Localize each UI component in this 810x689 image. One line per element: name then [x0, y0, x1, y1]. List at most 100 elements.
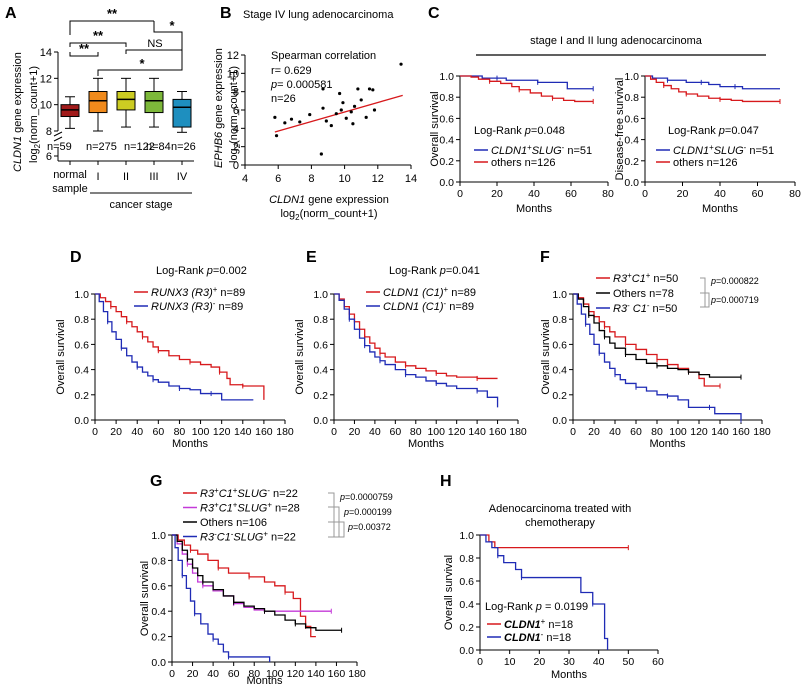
scatter-point: [399, 62, 403, 66]
x-tick-label: 0: [477, 656, 483, 668]
n-label: n=84: [146, 141, 171, 153]
panel-label-B: B: [220, 5, 232, 22]
km-curve-0: [95, 293, 265, 400]
y-tick-label: 0.4: [74, 365, 89, 377]
chart-title: stage I and II lung adenocarcinoma: [530, 35, 703, 47]
x-tick-label: 80: [410, 426, 422, 438]
scatter-point: [289, 117, 294, 121]
scatter-point: [359, 98, 363, 102]
chart-title-2: chemotherapy: [525, 517, 595, 529]
x-tick-label: 80: [602, 188, 614, 200]
x-tick-label: 100: [669, 426, 687, 438]
km-curve-0: [480, 534, 629, 549]
y-tick-label: 0.8: [624, 92, 639, 104]
sig-bracket: [97, 50, 183, 76]
x-axis-label: Months: [649, 438, 686, 450]
x-axis-label: Months: [408, 438, 445, 450]
y-tick-label: 0.8: [552, 314, 567, 326]
scatter-point: [351, 122, 355, 126]
x-tick-label: 140: [711, 426, 729, 438]
logrank-label: Log-Rank p=0.002: [156, 265, 247, 277]
x-tick-label: 160: [328, 668, 346, 680]
x-tick-label: 180: [276, 426, 294, 438]
y-tick-label: 0: [233, 160, 239, 172]
x-tick-label: 20: [677, 188, 689, 200]
scatter-point: [298, 120, 302, 124]
y-tick-label: 0.4: [151, 606, 166, 618]
trend-line: [274, 94, 403, 133]
scatter-point: [273, 115, 277, 119]
y-tick-label: 0.6: [151, 581, 166, 593]
x-tick-label: 60: [152, 426, 164, 438]
x-tick-label: 40: [714, 188, 726, 200]
legend-entry: Others n=78: [613, 288, 674, 300]
y-tick-label: 0.8: [151, 555, 166, 567]
x-tick-label: 50: [622, 656, 634, 668]
scatter-point: [308, 112, 312, 117]
x-tick-label: 60: [228, 668, 240, 680]
legend-entry: CLDN1 (C1)+ n=89: [383, 285, 476, 299]
pvalue-bracket: [328, 492, 335, 538]
x-tick-label: 20: [588, 426, 600, 438]
x-tick-label: 80: [789, 188, 801, 200]
logrank-label: Log-Rank p = 0.0199: [485, 601, 588, 613]
scatter-point: [372, 108, 377, 112]
stat-p: p= 0.000581: [270, 79, 333, 91]
km-curve-1: [95, 293, 254, 401]
x-tick-label: 40: [207, 668, 219, 680]
scatter-point: [321, 87, 325, 91]
y-tick-label: 0.2: [74, 390, 89, 402]
sig-bracket: [69, 42, 127, 47]
y-tick-label: 0.4: [313, 365, 328, 377]
x-tick-label: 0: [570, 426, 576, 438]
y-tick-label: 14: [40, 47, 52, 59]
legend-entry: others n=126: [673, 157, 738, 169]
pvalue-label: p=0.000822: [710, 276, 759, 286]
scatter-point: [341, 101, 345, 105]
y-tick-label: 0.6: [313, 339, 328, 351]
x-axis-label: Months: [172, 438, 209, 450]
x-tick-label: 60: [389, 426, 401, 438]
panel-label-F: F: [540, 249, 550, 266]
x-tick-label: 20: [187, 668, 199, 680]
x-tick-label: 40: [528, 188, 540, 200]
legend-entry: RUNX3 (R3)+ n=89: [151, 285, 245, 299]
sig-label: *: [139, 56, 145, 71]
x-tick-label: 160: [255, 426, 273, 438]
x-axis-label-2: log2(norm_count+1): [280, 208, 377, 222]
y-tick-label: 1.0: [74, 289, 89, 301]
x-tick-label: III: [149, 171, 158, 183]
y-axis-label: Overall survival: [139, 561, 151, 636]
stat-title: Spearman correlation: [271, 50, 376, 62]
y-tick-label: 0.2: [439, 156, 454, 168]
logrank-label: Log-Rank p=0.048: [474, 125, 565, 137]
scatter-point: [349, 110, 353, 114]
legend-entry: CLDN1+SLUG- n=51: [491, 143, 592, 157]
scatter-point: [356, 87, 360, 91]
x-axis-label: Months: [516, 203, 553, 215]
sig-label: *: [169, 18, 175, 33]
km-curve-3: [172, 534, 271, 662]
x-tick-label: 80: [174, 426, 186, 438]
y-tick-label: 12: [40, 73, 52, 85]
axis-break-mark: [53, 131, 63, 137]
y-tick-label: 2: [233, 142, 239, 154]
x-tick-label: 100: [192, 426, 210, 438]
scatter-point: [352, 104, 357, 108]
x-tick-label: 100: [427, 426, 445, 438]
x-tick-label: 12: [372, 173, 384, 185]
y-tick-label: 0.8: [459, 553, 474, 565]
x-tick-label: 4: [242, 173, 248, 185]
x-tick-label: 160: [732, 426, 750, 438]
x-axis-label: CLDN1 gene expression: [269, 194, 389, 206]
x-tick-label: 140: [234, 426, 252, 438]
scatter-point: [344, 116, 348, 120]
x-tick-label: 0: [92, 426, 98, 438]
sig-bracket: [69, 20, 154, 35]
scatter-point: [334, 112, 338, 116]
x-tick-label: 120: [287, 668, 305, 680]
y-tick-label: 0.0: [552, 415, 567, 427]
x-tick-label: 80: [651, 426, 663, 438]
y-tick-label: 0.8: [313, 314, 328, 326]
y-axis-label: Overall survival: [55, 319, 67, 394]
